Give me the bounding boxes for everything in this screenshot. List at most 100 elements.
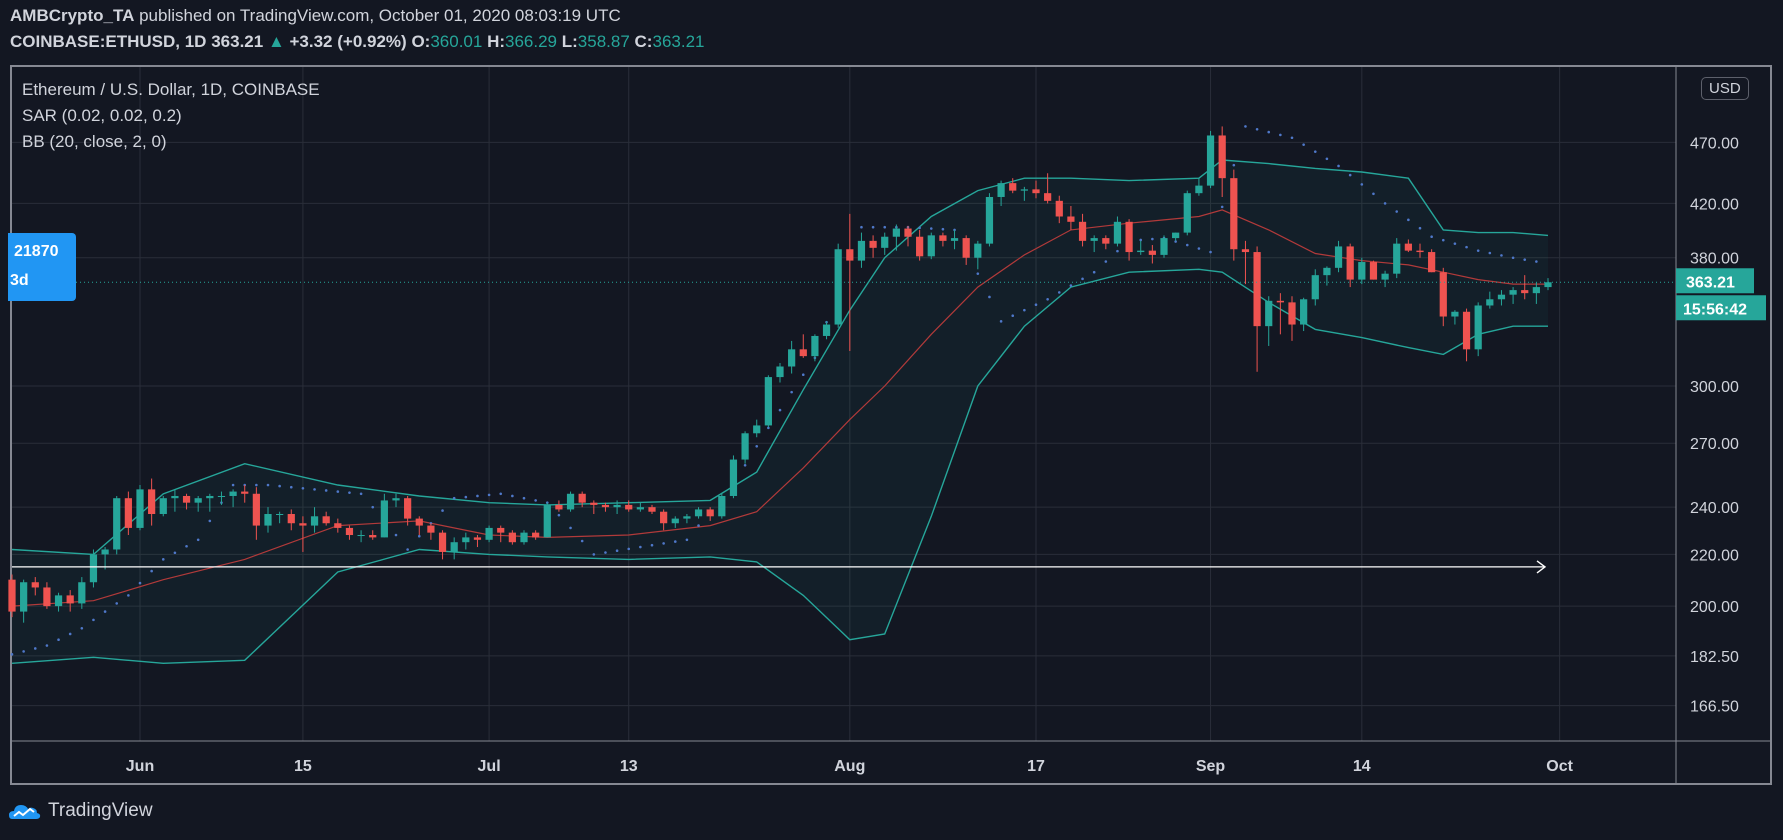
candle-body[interactable] xyxy=(43,587,51,607)
candle-body[interactable] xyxy=(334,523,342,528)
candle-body[interactable] xyxy=(799,349,807,357)
candle-body[interactable] xyxy=(1137,250,1145,253)
candle-body[interactable] xyxy=(159,498,167,514)
candle-body[interactable] xyxy=(1451,311,1459,317)
candle-body[interactable] xyxy=(1428,252,1436,273)
candle-body[interactable] xyxy=(450,542,458,552)
candle-body[interactable] xyxy=(834,249,842,325)
candle-body[interactable] xyxy=(776,366,784,378)
candle-body[interactable] xyxy=(1183,193,1191,233)
candle-body[interactable] xyxy=(532,532,540,538)
candle-body[interactable] xyxy=(1311,275,1319,300)
candle-body[interactable] xyxy=(310,516,319,526)
candle-body[interactable] xyxy=(718,495,726,517)
candle-body[interactable] xyxy=(1113,221,1122,244)
candle-body[interactable] xyxy=(706,509,714,517)
candle-body[interactable] xyxy=(1276,300,1284,303)
candle-body[interactable] xyxy=(404,498,412,519)
candle-body[interactable] xyxy=(857,240,866,261)
candle-body[interactable] xyxy=(1416,250,1424,253)
candle-body[interactable] xyxy=(1148,250,1156,255)
candle-body[interactable] xyxy=(8,579,16,612)
candle-body[interactable] xyxy=(1288,302,1296,325)
candle-body[interactable] xyxy=(636,507,644,510)
candle-body[interactable] xyxy=(1404,243,1412,251)
candle-body[interactable] xyxy=(520,532,528,543)
candle-body[interactable] xyxy=(1323,267,1331,276)
candle-body[interactable] xyxy=(1218,135,1226,179)
candle-body[interactable] xyxy=(369,535,377,538)
candle-body[interactable] xyxy=(1369,262,1378,280)
candle-body[interactable] xyxy=(741,433,749,460)
candle-body[interactable] xyxy=(811,335,819,357)
candle-body[interactable] xyxy=(20,582,28,612)
candle-body[interactable] xyxy=(1032,189,1040,194)
candle-body[interactable] xyxy=(380,500,388,538)
candle-body[interactable] xyxy=(124,498,132,528)
candle-body[interactable] xyxy=(846,249,854,261)
candle-body[interactable] xyxy=(764,377,772,426)
candle-body[interactable] xyxy=(462,537,470,543)
candle-body[interactable] xyxy=(54,595,63,607)
candle-body[interactable] xyxy=(252,493,260,526)
candle-body[interactable] xyxy=(671,518,679,524)
candle-body[interactable] xyxy=(869,240,877,248)
candle-body[interactable] xyxy=(182,495,191,503)
candle-body[interactable] xyxy=(950,238,959,241)
candle-body[interactable] xyxy=(1125,221,1133,253)
candle-body[interactable] xyxy=(148,489,156,514)
candle-body[interactable] xyxy=(788,349,796,367)
candle-body[interactable] xyxy=(276,513,284,515)
candle-body[interactable] xyxy=(939,235,947,241)
candle-body[interactable] xyxy=(392,498,400,501)
candle-body[interactable] xyxy=(438,532,447,552)
candle-body[interactable] xyxy=(543,504,551,538)
candle-body[interactable] xyxy=(206,495,214,499)
candle-body[interactable] xyxy=(1241,249,1250,253)
candle-body[interactable] xyxy=(508,532,516,543)
candle-body[interactable] xyxy=(1509,290,1517,295)
candle-body[interactable] xyxy=(881,236,889,248)
candle-body[interactable] xyxy=(904,228,912,237)
candle-body[interactable] xyxy=(1439,272,1447,317)
candle-body[interactable] xyxy=(1020,189,1028,191)
candle-body[interactable] xyxy=(1253,252,1261,327)
candle-body[interactable] xyxy=(1532,287,1540,294)
sar-legend[interactable]: SAR (0.02, 0.02, 0.2) xyxy=(22,106,182,125)
candle-body[interactable] xyxy=(89,554,98,583)
candle-body[interactable] xyxy=(566,493,575,510)
candle-body[interactable] xyxy=(1055,200,1063,217)
candle-body[interactable] xyxy=(1358,262,1366,280)
candle-body[interactable] xyxy=(1195,185,1203,194)
candle-body[interactable] xyxy=(1044,193,1052,201)
candle-body[interactable] xyxy=(1474,305,1482,350)
candle-body[interactable] xyxy=(1206,135,1215,186)
candle-body[interactable] xyxy=(1090,238,1098,241)
candle-body[interactable] xyxy=(1067,216,1075,222)
candle-body[interactable] xyxy=(892,228,900,237)
candle-body[interactable] xyxy=(1381,273,1389,280)
candle-body[interactable] xyxy=(345,527,354,536)
candle-body[interactable] xyxy=(473,537,482,540)
candle-body[interactable] xyxy=(985,196,994,244)
candle-body[interactable] xyxy=(1265,300,1273,327)
candle-body[interactable] xyxy=(625,504,633,510)
candle-body[interactable] xyxy=(1230,178,1238,250)
candle-body[interactable] xyxy=(1486,299,1494,306)
candle-body[interactable] xyxy=(485,527,493,540)
candle-body[interactable] xyxy=(322,516,330,524)
candle-body[interactable] xyxy=(1393,243,1401,274)
candle-body[interactable] xyxy=(136,489,144,528)
candle-body[interactable] xyxy=(113,498,121,550)
candle-body[interactable] xyxy=(974,243,982,258)
candle-body[interactable] xyxy=(217,495,226,497)
candle-body[interactable] xyxy=(997,183,1005,197)
candle-body[interactable] xyxy=(916,236,924,257)
candle-body[interactable] xyxy=(1102,238,1110,244)
candle-body[interactable] xyxy=(229,491,237,496)
candle-body[interactable] xyxy=(171,495,179,499)
candle-body[interactable] xyxy=(753,425,761,434)
candle-body[interactable] xyxy=(415,518,423,526)
candle-body[interactable] xyxy=(357,535,365,537)
